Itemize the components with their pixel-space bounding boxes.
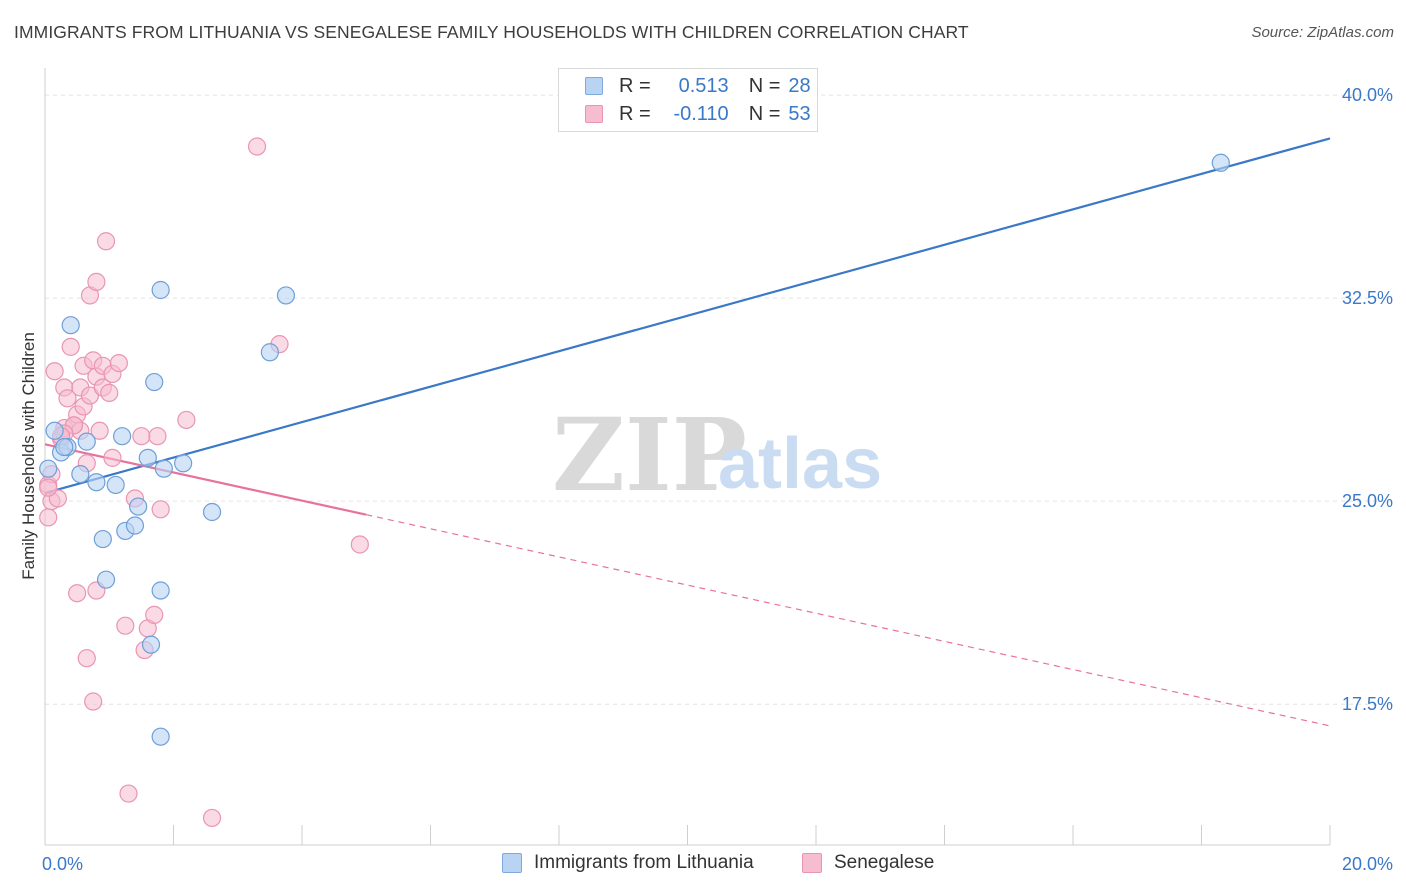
legend-n-value: 53 — [788, 102, 811, 125]
data-point-lithuania — [93, 529, 112, 549]
y-tick-label: 17.5% — [1342, 694, 1393, 714]
data-point-senegalese — [109, 353, 128, 373]
data-point-senegalese — [90, 421, 109, 440]
data-point-lithuania — [141, 635, 161, 654]
data-point-senegalese — [45, 362, 64, 381]
legend-r-value: 0.513 — [678, 74, 729, 97]
watermark: ZIP atlas — [552, 396, 882, 514]
bottom-legend-swatch-pink — [802, 853, 822, 873]
data-point-senegalese — [247, 137, 267, 156]
data-point-lithuania — [45, 421, 64, 440]
data-point-senegalese — [39, 508, 58, 527]
data-point-senegalese — [100, 383, 119, 402]
legend-n-value: 28 — [788, 74, 811, 97]
y-tick-label: 32.5% — [1342, 288, 1393, 308]
data-points — [39, 137, 1230, 828]
bottom-legend-label: Immigrants from Lithuania — [534, 852, 754, 873]
axes — [44, 68, 1331, 846]
data-point-senegalese — [350, 535, 369, 554]
bottom-legend-swatch-blue — [502, 853, 522, 873]
data-point-lithuania — [151, 581, 170, 600]
data-point-lithuania — [260, 343, 279, 362]
data-point-lithuania — [154, 459, 173, 478]
data-point-lithuania — [77, 432, 96, 451]
data-point-senegalese — [68, 584, 87, 603]
y-tick-label: 25.0% — [1342, 491, 1393, 511]
legend-r-label: R = — [619, 102, 651, 125]
bottom-legend-senegalese: Senegalese — [802, 852, 934, 874]
legend-row-senegalese: R = -0.110 N = 53 — [585, 101, 811, 127]
data-point-lithuania — [145, 372, 164, 392]
data-point-senegalese — [39, 478, 58, 497]
data-point-lithuania — [151, 280, 170, 300]
data-point-lithuania — [151, 727, 170, 746]
data-point-lithuania — [174, 454, 193, 473]
x-tick-label: 20.0% — [1342, 854, 1393, 874]
gridlines — [45, 94, 1392, 705]
data-point-senegalese — [116, 616, 135, 635]
watermark-atlas: atlas — [718, 424, 882, 504]
trend-line-lithuania — [44, 137, 1331, 495]
data-point-senegalese — [61, 337, 80, 356]
legend-swatch-pink — [585, 105, 603, 123]
legend-r-label: R = — [619, 74, 651, 97]
data-point-lithuania — [202, 502, 222, 522]
data-point-senegalese — [151, 500, 170, 519]
trend-lines — [44, 137, 1331, 727]
x-tick-label: 0.0% — [42, 854, 83, 874]
y-tick-labels: 17.5% 25.0% 32.5% 40.0% — [1342, 85, 1393, 714]
data-point-lithuania — [125, 516, 145, 535]
legend-swatch-blue — [585, 77, 603, 95]
data-point-senegalese — [177, 410, 196, 430]
legend-r-value: -0.110 — [673, 102, 729, 125]
data-point-lithuania — [87, 473, 106, 492]
data-point-lithuania — [112, 427, 132, 446]
bottom-legend-lithuania: Immigrants from Lithuania — [502, 852, 754, 874]
data-point-lithuania — [1211, 153, 1230, 172]
data-point-lithuania — [276, 286, 296, 305]
data-point-senegalese — [202, 808, 222, 828]
data-point-senegalese — [80, 386, 100, 405]
legend-n-label: N = — [748, 102, 781, 125]
data-point-senegalese — [58, 389, 77, 408]
legend-n-label: N = — [748, 74, 781, 97]
data-point-lithuania — [61, 316, 80, 335]
bottom-legend-label: Senegalese — [834, 852, 935, 873]
data-point-senegalese — [132, 427, 151, 446]
chart-title: IMMIGRANTS FROM LITHUANIA VS SENEGALESE … — [14, 22, 969, 42]
data-point-lithuania — [55, 437, 74, 457]
legend-row-lithuania: R = 0.513 N = 28 — [585, 73, 811, 99]
data-point-senegalese — [96, 232, 116, 251]
trend-line-senegalese — [44, 443, 367, 516]
watermark-zip: ZIP — [552, 396, 747, 514]
data-point-senegalese — [119, 784, 138, 803]
data-point-senegalese — [84, 692, 103, 711]
correlation-legend: R = 0.513 N = 28 R = -0.110 N = 53 — [558, 68, 818, 132]
data-point-senegalese — [87, 272, 106, 291]
data-point-lithuania — [96, 570, 116, 589]
data-point-lithuania — [129, 497, 148, 516]
source-label: Source: ZipAtlas.com — [1251, 24, 1394, 41]
data-point-senegalese — [103, 448, 122, 467]
x-tick-labels: 0.0% 20.0% — [42, 854, 1393, 874]
y-axis-label: Family Households with Children — [19, 332, 38, 580]
data-point-senegalese — [145, 605, 164, 624]
data-point-lithuania — [39, 459, 58, 478]
y-tick-label: 40.0% — [1342, 85, 1393, 105]
data-point-senegalese — [77, 649, 96, 668]
data-point-lithuania — [138, 448, 157, 467]
data-point-lithuania — [71, 464, 90, 484]
trend-line-senegalese-extrapolated — [366, 514, 1331, 727]
data-point-lithuania — [106, 475, 125, 495]
data-point-senegalese — [148, 427, 167, 446]
